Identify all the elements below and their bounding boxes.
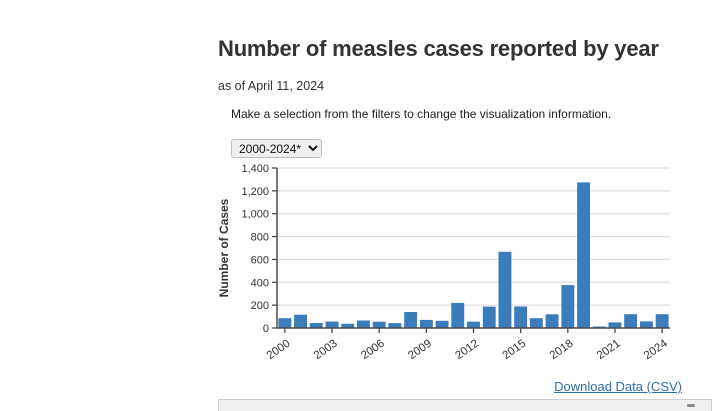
y-tick-label: 200 (251, 300, 269, 312)
x-tick-label: 2000 (265, 338, 293, 363)
bar-2024[interactable] (655, 314, 669, 328)
bar-2019[interactable] (577, 182, 590, 328)
bar-2000[interactable] (278, 318, 292, 328)
y-tick-label: 800 (251, 232, 269, 244)
resize-grip-icon (687, 404, 695, 407)
y-tick-label: 1,400 (241, 163, 269, 175)
x-tick-label: 2024 (642, 337, 670, 362)
x-tick-label: 2018 (548, 338, 576, 363)
y-tick-label: 0 (263, 323, 269, 335)
y-tick-label: 600 (251, 254, 269, 266)
measles-bar-chart: 0 200 400 600 800 1,000 1,200 1,400 2000 2003 2006… (216, 160, 696, 375)
y-tick-label: 1,000 (241, 209, 269, 221)
page-title: Number of measles cases reported by year (218, 36, 659, 61)
bar-2015[interactable] (514, 306, 528, 329)
bar-2007[interactable] (388, 323, 402, 328)
download-csv-link[interactable]: Download Data (CSV) (554, 379, 682, 394)
bar-2005[interactable] (357, 320, 370, 329)
x-tick-label: 2015 (501, 338, 529, 363)
bottom-panel (218, 399, 712, 411)
bar-2018[interactable] (561, 285, 575, 328)
instruction-text: Make a selection from the filters to cha… (231, 107, 612, 121)
bar-2021[interactable] (608, 322, 622, 328)
x-tick-label: 2012 (453, 338, 481, 363)
bar-2023[interactable] (640, 321, 653, 328)
bar-2013[interactable] (482, 306, 496, 328)
bar-2010[interactable] (435, 320, 449, 328)
bar-2006[interactable] (372, 321, 386, 328)
x-tick-label: 2006 (359, 338, 387, 363)
x-tick-label: 2003 (312, 338, 340, 363)
bar-2017[interactable] (545, 314, 559, 328)
bar-2008[interactable] (404, 312, 418, 328)
bar-2011[interactable] (451, 302, 465, 328)
x-tick-label: 2009 (406, 338, 434, 363)
bar-2022[interactable] (624, 314, 638, 328)
as-of-date: as of April 11, 2024 (218, 79, 325, 93)
bar-2012[interactable] (467, 321, 480, 328)
y-axis-title: Number of Cases (217, 198, 231, 297)
bar-chart-svg: 0 200 400 600 800 1,000 1,200 1,400 2000 2003 2006… (217, 163, 670, 363)
bar-2004[interactable] (341, 323, 355, 328)
bar-2003[interactable] (325, 321, 339, 328)
y-tick-label: 400 (251, 277, 269, 289)
year-range-select[interactable]: 2000-2024* (231, 139, 322, 158)
bar-2014[interactable] (498, 251, 512, 328)
y-tick-label: 1,200 (241, 186, 269, 198)
x-tick-label: 2021 (595, 338, 623, 363)
bar-2009[interactable] (419, 319, 433, 328)
bar-2016[interactable] (529, 318, 543, 328)
bar-2002[interactable] (309, 323, 323, 328)
bar-2001[interactable] (294, 314, 307, 328)
